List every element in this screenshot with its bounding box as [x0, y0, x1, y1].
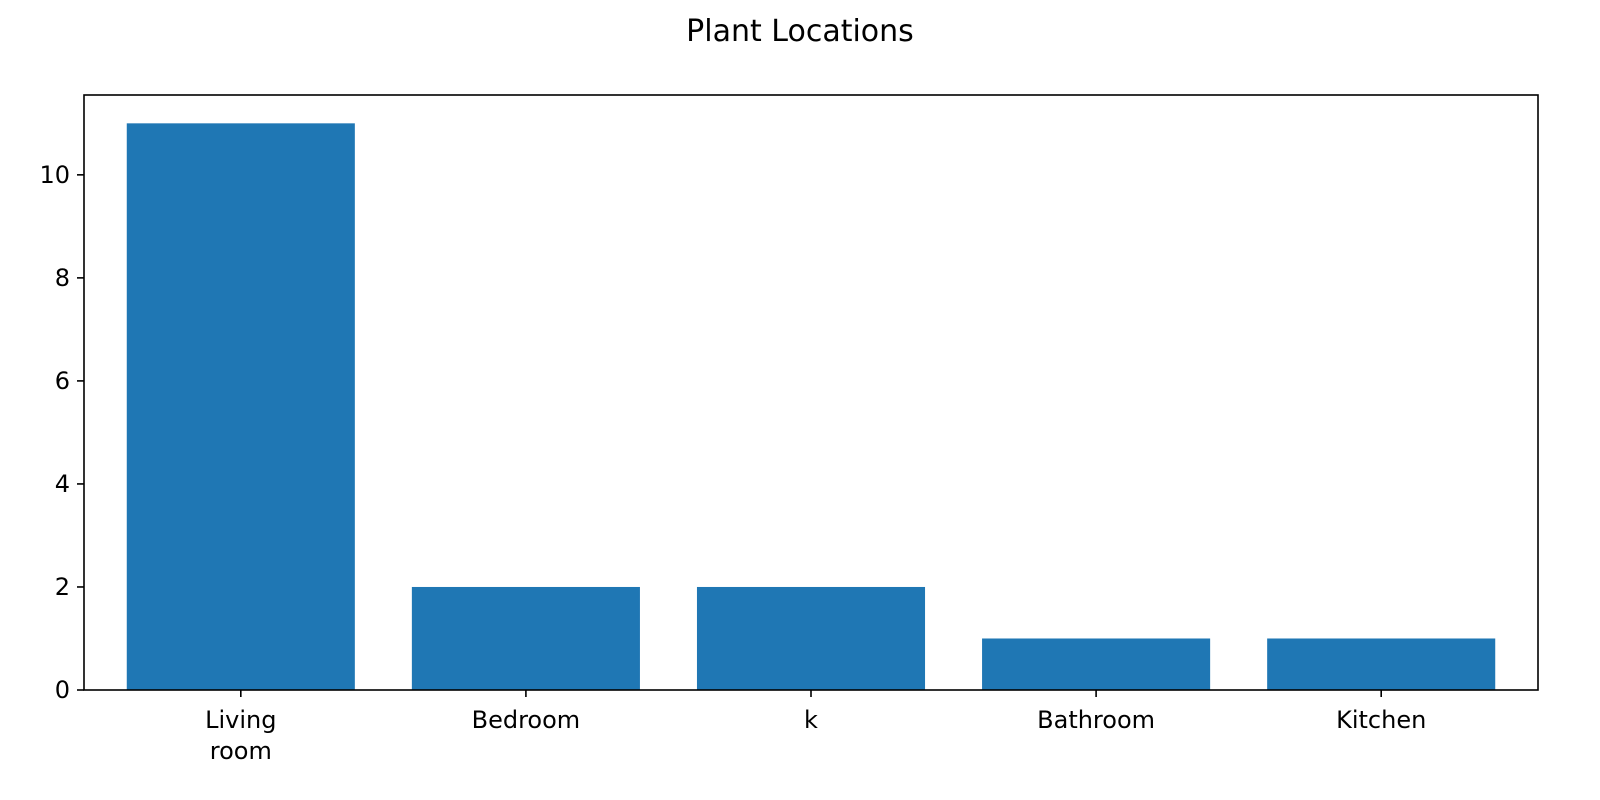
- y-tick-label: 8: [55, 264, 70, 292]
- plot-area: 0 2 4 6 8 10 Living room Bedroom k Bathroom Kitchen: [39, 94, 1539, 765]
- bar: [411, 586, 640, 690]
- chart-title: Plant Locations: [686, 14, 914, 49]
- bar: [696, 586, 926, 690]
- x-tick-label: Kitchen: [1336, 706, 1426, 734]
- x-tick-label: k: [804, 706, 818, 734]
- bar: [126, 123, 355, 691]
- y-tick-label: 6: [55, 367, 70, 395]
- x-tick-label: Bedroom: [472, 706, 581, 734]
- x-tick-label: Living room: [205, 706, 276, 765]
- bar: [982, 638, 1211, 690]
- y-tick-label: 2: [55, 573, 70, 601]
- y-tick-label: 0: [55, 676, 70, 704]
- bar: [1267, 638, 1496, 690]
- x-tick-label: Bathroom: [1037, 706, 1155, 734]
- y-tick-label: 10: [39, 161, 70, 189]
- y-tick-label: 4: [55, 470, 70, 498]
